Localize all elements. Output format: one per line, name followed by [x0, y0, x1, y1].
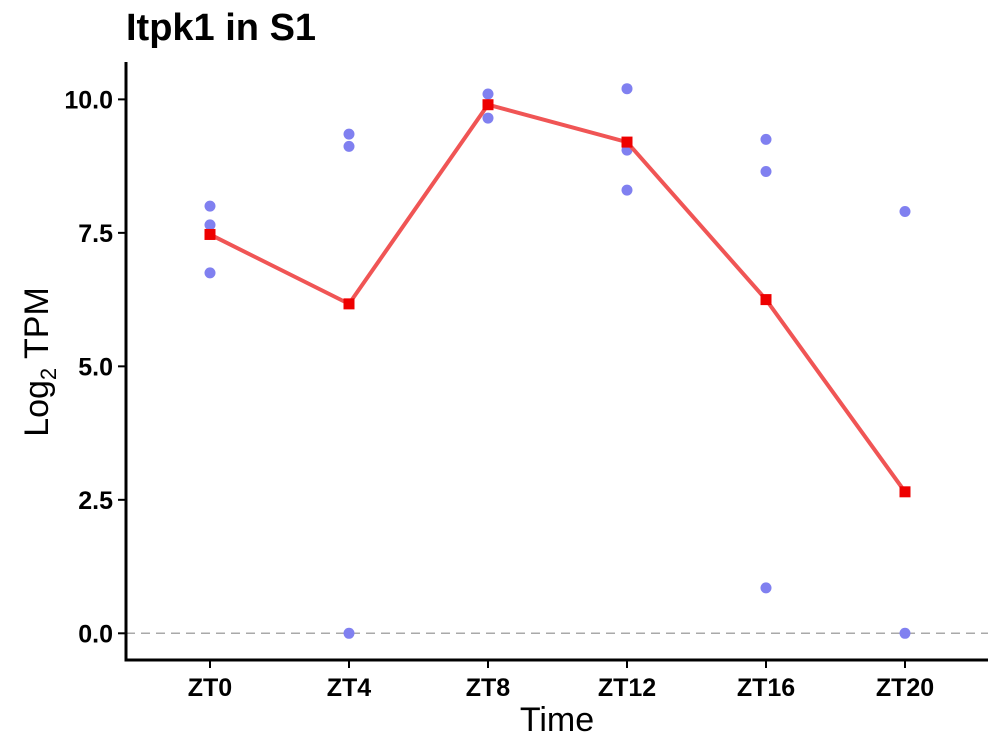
replicate-point [482, 112, 494, 124]
plot-area: 0.0 2.5 5.0 7.5 10.0 ZT0 ZT4 ZT8 ZT12 ZT16 ZT20 [64, 62, 988, 702]
x-tick-label: ZT16 [737, 674, 795, 702]
y-tick-label: 5.0 [78, 353, 113, 381]
y-tick-label: 10.0 [64, 86, 113, 114]
y-axis-title-subscript: 2 [36, 368, 61, 380]
replicate-point [899, 206, 911, 217]
x-tick-label: ZT8 [466, 674, 511, 702]
replicate-point [204, 200, 216, 212]
replicate-point [621, 184, 633, 196]
mean-marker [482, 99, 494, 111]
mean-marker [899, 486, 911, 498]
replicate-point [899, 627, 911, 639]
mean-marker [760, 294, 772, 306]
replicate-point [621, 83, 633, 95]
y-axis-title-main: Log [18, 380, 56, 437]
replicate-point [343, 627, 355, 639]
mean-marker [204, 228, 216, 240]
replicate-point [760, 133, 772, 145]
chart-title: Itpk1 in S1 [126, 7, 316, 49]
x-tick-label: ZT12 [598, 674, 656, 702]
mean-marker [621, 136, 633, 148]
mean-series-line [209, 102, 907, 493]
replicate-point [343, 128, 355, 140]
y-tick-label: 2.5 [78, 487, 113, 515]
replicate-point [760, 582, 772, 594]
x-tick-label: ZT20 [876, 674, 934, 702]
y-tick-label: 7.5 [78, 220, 113, 248]
y-tick-label: 0.0 [78, 620, 113, 648]
x-axis-title: Time [520, 701, 594, 739]
x-tick-label: ZT0 [188, 674, 232, 702]
y-axis-title-rest: TPM [18, 287, 56, 368]
replicate-point [204, 267, 216, 279]
mean-marker [343, 298, 355, 310]
y-axis-title: Log2 TPM [18, 287, 61, 437]
replicate-point [204, 219, 216, 231]
replicate-point [482, 88, 494, 100]
replicate-point [760, 165, 772, 177]
x-tick-label: ZT4 [327, 674, 372, 702]
replicate-point [343, 140, 355, 152]
